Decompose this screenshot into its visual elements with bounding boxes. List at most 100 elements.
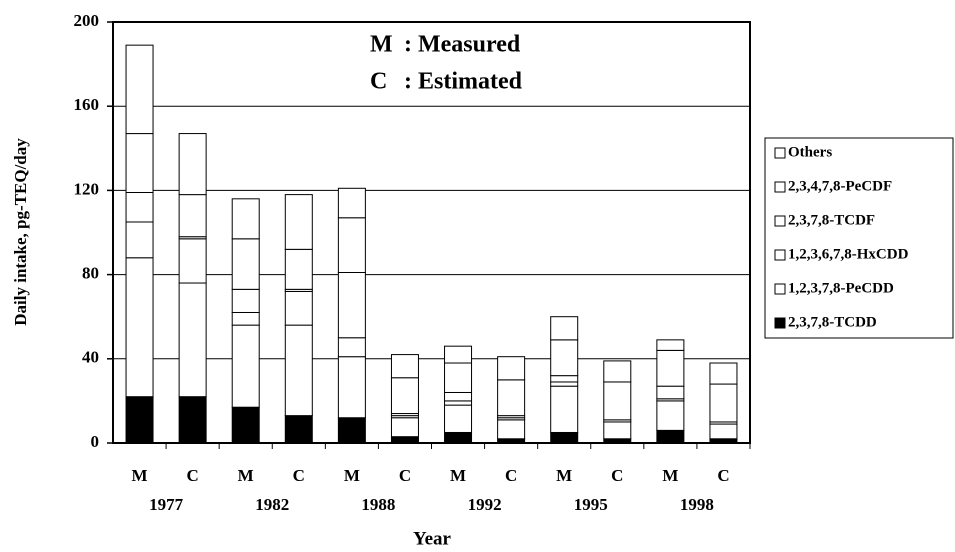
y-tick-label: 160 — [74, 95, 100, 114]
x-tick-label: M — [132, 466, 148, 485]
x-tick-label: C — [611, 466, 623, 485]
bar-segment — [550, 375, 579, 383]
bar-segment — [603, 360, 632, 383]
y-tick-label: 200 — [74, 11, 100, 30]
x-tick-label: C — [399, 466, 411, 485]
bar-segment — [656, 349, 685, 387]
bar-segment — [337, 337, 366, 358]
bar-segment — [284, 194, 313, 250]
x-tick-label: C — [717, 466, 729, 485]
y-tick-label: 80 — [82, 264, 99, 283]
bar-segment — [390, 417, 419, 438]
bar-segment — [550, 316, 579, 341]
bar-segment — [550, 381, 579, 387]
bar-segment — [444, 362, 473, 393]
legend-label: 1,2,3,6,7,8-HxCDD — [788, 246, 909, 262]
bar-segment — [497, 419, 526, 440]
y-axis-title: Daily intake, pg-TEQ/day — [11, 138, 30, 326]
bar-segment — [337, 417, 366, 444]
bar-segment — [444, 404, 473, 433]
year-label: 1977 — [149, 495, 184, 514]
x-tick-label: C — [293, 466, 305, 485]
bar-segment — [656, 429, 685, 444]
bar-segment — [444, 400, 473, 406]
annotation-text: : Measured — [404, 32, 521, 58]
bar-segment — [497, 379, 526, 417]
bar-segment — [125, 133, 154, 194]
legend-label: 1,2,3,7,8-PeCDD — [788, 280, 894, 296]
bar-segment — [178, 133, 207, 196]
bar-segment — [444, 345, 473, 364]
y-tick-label: 0 — [91, 432, 100, 451]
bar-segment — [231, 324, 260, 408]
legend-label: Others — [788, 144, 832, 160]
legend-label: 2,3,7,8-TCDD — [788, 314, 877, 330]
bar-segment — [231, 198, 260, 240]
bar-segment — [709, 362, 738, 385]
x-tick-label: M — [238, 466, 254, 485]
legend-swatch — [774, 181, 786, 193]
legend-swatch — [774, 317, 786, 329]
x-axis-title: Year — [413, 528, 452, 549]
bar-segment — [444, 431, 473, 444]
bar-segment — [178, 396, 207, 444]
plot-frame — [112, 21, 751, 444]
bar-segment — [709, 423, 738, 440]
x-tick-label: M — [662, 466, 678, 485]
x-tick-label: M — [556, 466, 572, 485]
bar-segment — [603, 381, 632, 421]
bar-segment — [337, 217, 366, 273]
bar-segment — [337, 356, 366, 419]
year-label: 1992 — [468, 495, 502, 514]
annotation-key: C — [370, 69, 387, 95]
year-label: 1995 — [574, 495, 608, 514]
x-tick-label: M — [344, 466, 360, 485]
legend-swatch — [774, 215, 786, 227]
bar-segment — [284, 415, 313, 444]
x-tick-label: C — [186, 466, 198, 485]
bar-segment — [444, 391, 473, 402]
legend-label: 2,3,7,8-TCDF — [788, 212, 875, 228]
bar-segment — [550, 431, 579, 444]
legend-label: 2,3,4,7,8-PeCDF — [788, 178, 892, 194]
bar-segment — [125, 396, 154, 444]
bar-segment — [656, 339, 685, 351]
bar-segment — [390, 354, 419, 379]
y-tick-label: 40 — [82, 348, 99, 367]
bar-segment — [337, 271, 366, 339]
x-tick-label: M — [450, 466, 466, 485]
bar-segment — [178, 238, 207, 284]
bar-segment — [178, 194, 207, 238]
year-label: 1988 — [361, 495, 395, 514]
y-tick-label: 120 — [74, 179, 100, 198]
legend-box — [764, 137, 954, 339]
bar-segment — [709, 383, 738, 423]
bar-segment — [656, 385, 685, 400]
bar-segment — [231, 238, 260, 290]
legend-swatch — [774, 249, 786, 261]
bar-segment — [284, 248, 313, 290]
bar-segment — [656, 400, 685, 431]
bar-segment — [603, 421, 632, 440]
plot-area — [113, 22, 750, 443]
bar-segment — [178, 282, 207, 398]
bar-segment — [337, 187, 366, 219]
legend-swatch — [774, 283, 786, 295]
year-label: 1998 — [680, 495, 714, 514]
bar-segment — [231, 311, 260, 326]
bar-segment — [231, 406, 260, 444]
legend-swatch — [774, 147, 786, 159]
bar-segment — [497, 356, 526, 381]
year-label: 1982 — [255, 495, 289, 514]
bar-segment — [550, 385, 579, 433]
bar-segment — [284, 324, 313, 417]
bar-segment — [390, 377, 419, 415]
x-tick-label: C — [505, 466, 517, 485]
bar-segment — [550, 339, 579, 377]
annotation-text: : Estimated — [404, 69, 523, 95]
bar-segment — [125, 221, 154, 259]
bar-segment — [125, 257, 154, 398]
bar-segment — [125, 44, 154, 135]
bar-segment — [284, 290, 313, 326]
